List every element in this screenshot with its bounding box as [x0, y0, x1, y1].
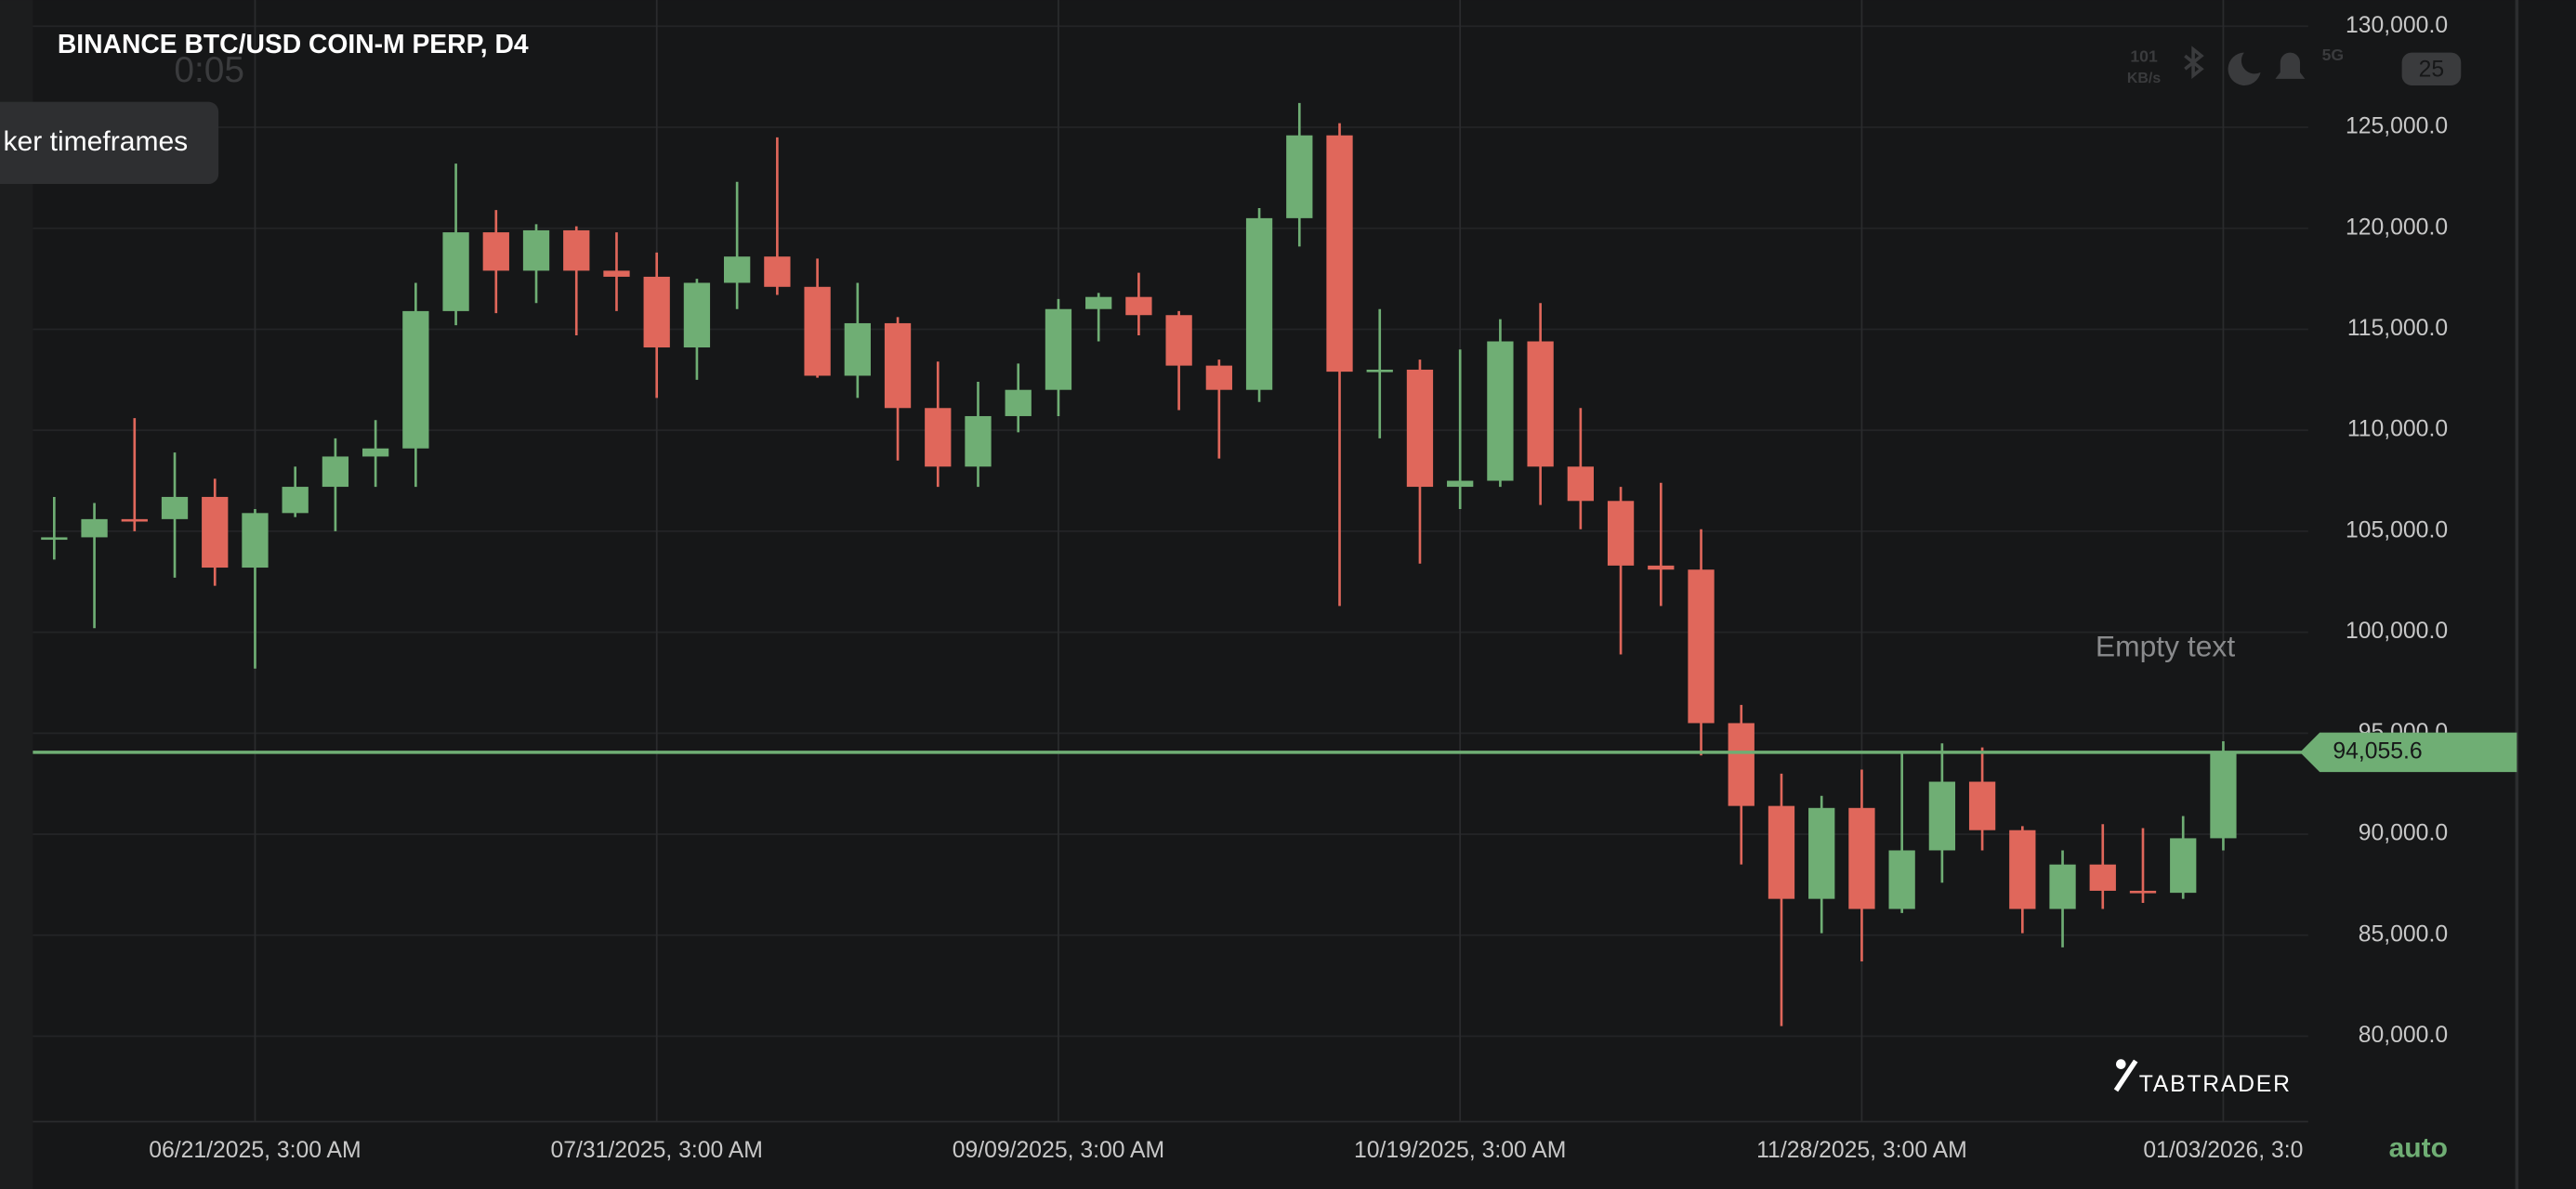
candle-body [603, 270, 630, 277]
candle-body [2129, 890, 2157, 894]
candle-body [1888, 850, 1915, 909]
logo-dot [2116, 1059, 2126, 1069]
annotation: Empty text [2096, 630, 2235, 663]
logo-slash [2113, 1059, 2138, 1092]
last-price-tag [2300, 732, 2517, 773]
candle-body [1286, 135, 1313, 218]
candle-body [161, 496, 189, 519]
candle-body [2009, 830, 2036, 909]
candle-body [242, 513, 269, 568]
y-tick-label: 105,000.0 [2346, 517, 2448, 542]
bluetooth-icon [2184, 46, 2204, 80]
candle-body [522, 229, 550, 271]
y-tick-label: 100,000.0 [2346, 619, 2448, 644]
candle-body [442, 232, 469, 311]
bell-icon [2275, 52, 2306, 79]
candle-body [1848, 807, 1875, 909]
logo: TABTRADER [2113, 1059, 2292, 1097]
moon-icon [2228, 52, 2261, 85]
candles [33, 102, 2317, 1026]
status-battery: 25 [2419, 58, 2445, 83]
candle-body [2170, 838, 2197, 894]
candle-body [482, 232, 509, 271]
candle-body [1165, 315, 1192, 366]
candle-body [322, 456, 349, 488]
candle-body [1085, 296, 1112, 309]
status-bar: 101 KB/s 5G 25 [2127, 46, 2462, 86]
candle-body [202, 496, 229, 568]
candle-body [81, 518, 108, 538]
x-tick-label: 06/21/2025, 3:00 AM [149, 1138, 361, 1163]
candle-body [1768, 805, 1795, 899]
y-tick-label: 85,000.0 [2359, 921, 2448, 947]
candle-body [2210, 751, 2237, 839]
candle-body [1326, 135, 1353, 372]
candle-body [844, 322, 871, 376]
tooltip-text: ker timeframes [4, 126, 189, 157]
candle-body [1928, 781, 1956, 851]
candle-body [282, 487, 309, 514]
candle-body [1487, 341, 1514, 481]
y-tick-label: 80,000.0 [2359, 1023, 2448, 1048]
candle-body [1648, 565, 1675, 570]
overlay-time: 0:05 [174, 50, 244, 90]
tooltip-box [0, 101, 219, 185]
candle-body [1728, 723, 1755, 806]
y-tick-label: 130,000.0 [2346, 13, 2448, 38]
candle-body [563, 229, 590, 271]
chart-title: BINANCE BTC/USD COIN-M PERP, D4 [58, 29, 529, 59]
status-speed: 101 [2130, 47, 2158, 66]
candle-body [925, 408, 952, 467]
candle-body [1125, 296, 1152, 316]
candle-body [884, 322, 912, 409]
last-price-label: 94,055.6 [2333, 738, 2422, 764]
candle-body [402, 310, 429, 449]
x-tick-label: 09/09/2025, 3:00 AM [953, 1138, 1164, 1163]
candle-body [643, 276, 670, 348]
candle-body [1005, 389, 1032, 416]
candle-body [1447, 480, 1474, 488]
candle-body [2049, 864, 2076, 909]
x-tick-label: 01/03/2026, 3:0 [2143, 1138, 2303, 1163]
x-tick-label: 11/28/2025, 3:00 AM [1756, 1138, 1967, 1163]
battery-icon [2401, 52, 2462, 85]
candle-body [1366, 369, 1393, 372]
candle-body [804, 286, 831, 376]
y-tick-label: 120,000.0 [2346, 215, 2448, 240]
y-tick-label: 90,000.0 [2359, 821, 2448, 846]
candle-body [2089, 864, 2116, 891]
candle-body [1045, 308, 1072, 390]
candle-body [724, 256, 751, 283]
left-edge [0, 0, 33, 1189]
candle-body [1808, 807, 1835, 899]
y-tick-label: 115,000.0 [2347, 316, 2448, 341]
candle-body [1567, 466, 1594, 502]
candle-body [1688, 569, 1715, 724]
candle-body [1968, 781, 1996, 830]
y-tick-label: 110,000.0 [2347, 417, 2448, 442]
candle-body [1205, 365, 1232, 390]
candle-body [683, 282, 711, 348]
y-axis: 80,000.085,000.090,000.095,000.0100,000.… [149, 13, 2517, 1163]
candle-body [121, 518, 148, 522]
status-speed-unit: KB/s [2127, 71, 2161, 86]
candle-body [1607, 501, 1635, 566]
grid [33, 0, 2308, 1122]
status-network: 5G [2322, 46, 2345, 64]
candle-body [361, 448, 389, 457]
candle-body [764, 256, 791, 287]
x-tick-label: 07/31/2025, 3:00 AM [550, 1138, 762, 1163]
candle-body [1527, 341, 1554, 467]
logo-text: TABTRADER [2139, 1072, 2292, 1097]
candle-body [41, 537, 68, 541]
scale-mode[interactable]: auto [2389, 1132, 2448, 1163]
candle-body [965, 415, 992, 467]
x-tick-label: 10/19/2025, 3:00 AM [1354, 1138, 1566, 1163]
y-tick-label: 125,000.0 [2346, 114, 2448, 139]
candle-body [1406, 369, 1434, 488]
candle-body [1245, 217, 1273, 390]
